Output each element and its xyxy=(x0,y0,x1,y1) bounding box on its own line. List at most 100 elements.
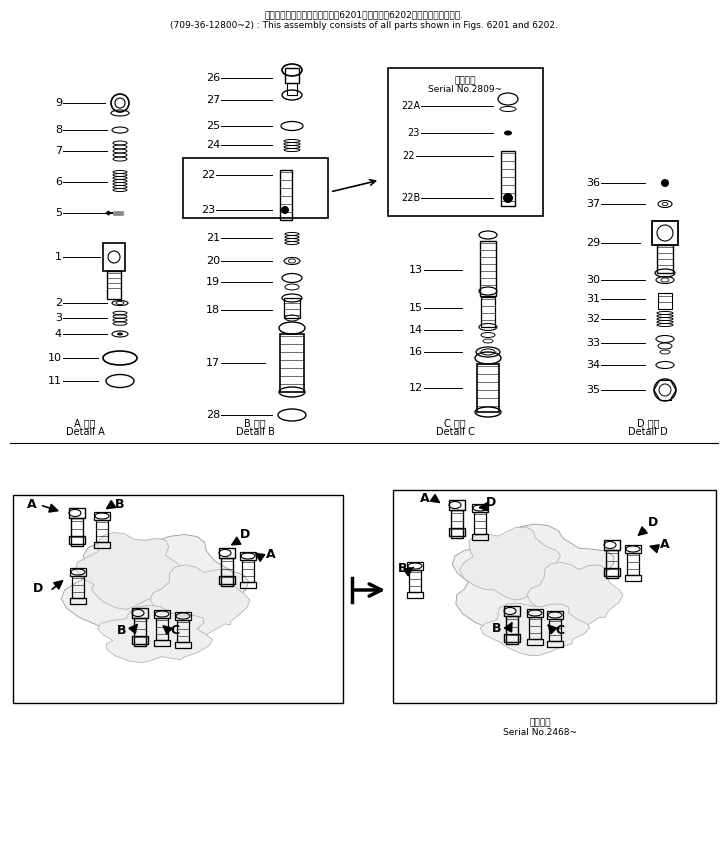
Text: 13: 13 xyxy=(409,265,423,275)
Bar xyxy=(407,592,423,598)
Text: 14: 14 xyxy=(409,325,423,335)
Text: 32: 32 xyxy=(586,314,600,324)
Bar xyxy=(285,68,299,83)
Bar xyxy=(625,545,641,553)
Bar xyxy=(604,568,620,576)
Bar xyxy=(175,612,191,620)
Text: B: B xyxy=(398,561,408,575)
Text: D: D xyxy=(648,517,658,529)
Bar xyxy=(481,297,495,327)
Bar xyxy=(625,575,641,581)
Text: 30: 30 xyxy=(586,275,600,285)
Bar xyxy=(504,634,520,642)
Bar xyxy=(154,610,170,618)
Polygon shape xyxy=(452,524,617,633)
Text: 11: 11 xyxy=(48,376,62,386)
Text: 35: 35 xyxy=(586,385,600,395)
Bar xyxy=(103,243,125,271)
Bar xyxy=(94,542,110,548)
Text: 25: 25 xyxy=(206,121,220,131)
Text: 34: 34 xyxy=(586,360,600,370)
Bar xyxy=(652,221,678,245)
Text: B: B xyxy=(492,621,502,635)
Text: Detail A: Detail A xyxy=(66,427,104,437)
Bar xyxy=(657,245,673,273)
Bar xyxy=(529,617,541,639)
Bar xyxy=(219,576,235,584)
Text: 10: 10 xyxy=(48,353,62,363)
Text: 36: 36 xyxy=(586,178,600,188)
Bar xyxy=(280,334,304,392)
Text: 21: 21 xyxy=(206,233,220,243)
Text: D: D xyxy=(33,582,43,595)
Bar xyxy=(94,512,110,520)
Text: 12: 12 xyxy=(409,383,423,393)
Text: Detail B: Detail B xyxy=(236,427,274,437)
Text: 1: 1 xyxy=(55,252,62,262)
Bar xyxy=(109,212,113,214)
Bar xyxy=(527,609,543,617)
Polygon shape xyxy=(527,562,623,631)
Bar xyxy=(477,364,499,412)
Ellipse shape xyxy=(661,179,669,187)
Bar xyxy=(388,68,543,216)
Bar xyxy=(449,500,465,510)
Text: 26: 26 xyxy=(206,73,220,83)
Text: 3: 3 xyxy=(55,313,62,323)
Bar xyxy=(474,512,486,534)
Text: D: D xyxy=(486,496,496,509)
Text: 37: 37 xyxy=(586,199,600,209)
Text: A: A xyxy=(27,498,36,511)
Bar xyxy=(96,520,108,542)
Polygon shape xyxy=(459,527,561,600)
Text: A: A xyxy=(660,539,670,552)
Bar xyxy=(107,271,121,299)
Bar xyxy=(134,618,146,646)
Text: 4: 4 xyxy=(55,329,62,339)
Bar xyxy=(547,641,563,647)
Text: 15: 15 xyxy=(409,303,423,313)
Polygon shape xyxy=(480,603,590,656)
Text: 23: 23 xyxy=(201,205,215,215)
Bar xyxy=(627,553,639,575)
Text: (709-36-12800~2) : This assembly consists of all parts shown in Figs. 6201 and 6: (709-36-12800~2) : This assembly consist… xyxy=(170,21,558,30)
Ellipse shape xyxy=(281,206,289,214)
Text: C 詳細: C 詳細 xyxy=(444,418,466,428)
Text: 33: 33 xyxy=(586,338,600,348)
Text: 22B: 22B xyxy=(400,193,420,203)
Text: 7: 7 xyxy=(55,146,62,156)
Text: 27: 27 xyxy=(206,95,220,105)
Text: C: C xyxy=(555,624,564,637)
Text: 28: 28 xyxy=(206,410,220,420)
Text: Detail C: Detail C xyxy=(435,427,475,437)
Bar xyxy=(606,550,618,578)
Text: D 詳細: D 詳細 xyxy=(637,418,660,428)
Bar xyxy=(221,558,233,586)
Ellipse shape xyxy=(117,333,123,335)
Text: 16: 16 xyxy=(409,347,423,357)
Bar xyxy=(547,611,563,619)
Bar xyxy=(177,620,189,642)
Bar xyxy=(549,619,561,641)
Bar xyxy=(183,158,328,218)
Bar xyxy=(71,518,83,546)
Bar xyxy=(156,618,168,640)
Text: 18: 18 xyxy=(206,305,220,315)
Text: 6: 6 xyxy=(55,177,62,187)
Ellipse shape xyxy=(504,130,512,136)
Text: Serial No.2468~: Serial No.2468~ xyxy=(503,728,577,737)
Bar xyxy=(240,582,256,588)
Polygon shape xyxy=(150,565,250,637)
Polygon shape xyxy=(61,535,249,650)
Bar xyxy=(506,616,518,644)
Bar xyxy=(72,576,84,598)
Bar xyxy=(113,211,123,215)
Ellipse shape xyxy=(503,193,513,203)
Text: 5: 5 xyxy=(55,208,62,218)
Bar xyxy=(13,495,343,703)
Text: D: D xyxy=(240,529,250,541)
Bar xyxy=(69,536,85,544)
Text: 適用号機: 適用号機 xyxy=(454,76,476,85)
Text: A: A xyxy=(420,492,430,505)
Text: A 詳細: A 詳細 xyxy=(74,418,96,428)
